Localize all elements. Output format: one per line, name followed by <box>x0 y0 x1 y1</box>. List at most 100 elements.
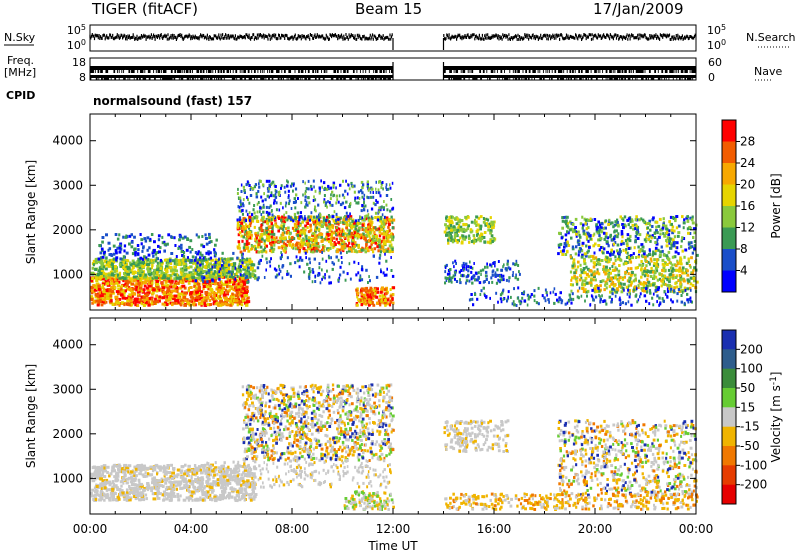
power-cell <box>388 240 392 244</box>
power-cell <box>146 236 150 240</box>
power-cell <box>656 300 658 304</box>
power-cell <box>246 180 249 184</box>
beam-label: Beam 15 <box>355 0 423 18</box>
power-cell <box>93 288 98 292</box>
power-cell <box>479 239 482 243</box>
power-cell <box>646 226 649 230</box>
power-cell <box>352 246 355 250</box>
power-cell <box>232 251 235 255</box>
power-cell <box>581 243 584 247</box>
power-cell <box>161 241 165 245</box>
power-cell <box>582 223 585 227</box>
power-cell <box>151 266 154 270</box>
power-cell <box>516 277 520 281</box>
power-cell <box>326 205 328 209</box>
power-cell <box>94 276 99 280</box>
power-cell <box>383 222 386 226</box>
power-cell <box>623 282 626 286</box>
power-cell <box>229 257 234 261</box>
power-cell <box>566 250 569 254</box>
power-cell <box>319 212 322 216</box>
power-cell <box>177 293 181 297</box>
power-cell <box>613 275 617 279</box>
power-cell <box>173 261 176 265</box>
power-cell <box>535 301 539 305</box>
power-cell <box>479 269 483 273</box>
power-cell <box>473 262 475 265</box>
nsky-panel <box>89 24 697 52</box>
power-cell <box>192 261 195 265</box>
power-cell <box>569 283 572 287</box>
power-cell <box>345 200 348 204</box>
power-cell <box>386 298 389 302</box>
power-cell <box>310 184 313 188</box>
power-cell <box>640 287 644 290</box>
power-cell <box>274 185 277 188</box>
power-cell <box>306 222 310 225</box>
power-cell <box>265 257 268 261</box>
power-cell <box>680 239 683 243</box>
power-cell <box>120 257 124 261</box>
power-cell <box>559 291 562 295</box>
power-cell <box>465 265 468 269</box>
power-cell <box>310 218 313 221</box>
power-cell <box>281 253 283 257</box>
power-cell <box>132 266 135 270</box>
power-cell <box>127 275 130 279</box>
power-cell <box>346 244 350 248</box>
power-cell <box>99 269 102 273</box>
power-cell <box>242 267 247 271</box>
power-cell <box>382 295 386 298</box>
power-cell <box>282 237 285 240</box>
power-cell <box>615 267 618 271</box>
power-cell <box>149 281 152 284</box>
power-cell <box>361 195 364 199</box>
power-cell <box>380 186 383 190</box>
power-cell <box>335 212 338 216</box>
power-cell <box>115 266 118 270</box>
power-cell <box>454 271 457 275</box>
power-cell <box>576 282 579 286</box>
power-cell <box>308 244 312 248</box>
power-cell <box>289 274 292 278</box>
power-cell <box>617 273 621 277</box>
power-cell <box>181 301 184 305</box>
power-cell <box>648 302 651 306</box>
power-cell <box>321 185 323 189</box>
power-cell <box>508 276 511 280</box>
power-cell <box>267 225 271 229</box>
power-cell <box>137 269 141 272</box>
power-cell <box>203 296 207 300</box>
power-cell <box>142 304 146 307</box>
power-cell <box>145 256 148 260</box>
power-cell <box>350 226 353 230</box>
power-cell <box>448 226 451 230</box>
power-cell <box>138 264 143 267</box>
power-cell <box>259 206 262 210</box>
power-cell <box>602 226 605 230</box>
power-cell <box>141 261 145 264</box>
power-cell <box>450 230 454 234</box>
power-cell <box>691 272 694 276</box>
power-cell <box>669 289 672 293</box>
power-cell <box>459 281 462 285</box>
power-cell <box>278 226 282 230</box>
power-cell <box>183 235 187 239</box>
power-cell <box>468 240 471 244</box>
power-cell <box>138 300 142 304</box>
power-cell <box>583 259 586 263</box>
power-cell <box>198 285 202 289</box>
power-cell <box>116 237 120 241</box>
power-cell <box>325 187 329 191</box>
power-cell <box>391 207 394 211</box>
power-cell <box>131 266 134 270</box>
power-cell <box>219 294 222 298</box>
power-cell <box>218 272 223 275</box>
power-cell <box>518 299 521 303</box>
power-cell <box>529 295 532 299</box>
power-cell <box>656 278 659 282</box>
power-cell <box>236 256 239 260</box>
power-cell <box>391 181 394 185</box>
power-cell <box>651 218 655 222</box>
power-cell <box>652 270 655 274</box>
